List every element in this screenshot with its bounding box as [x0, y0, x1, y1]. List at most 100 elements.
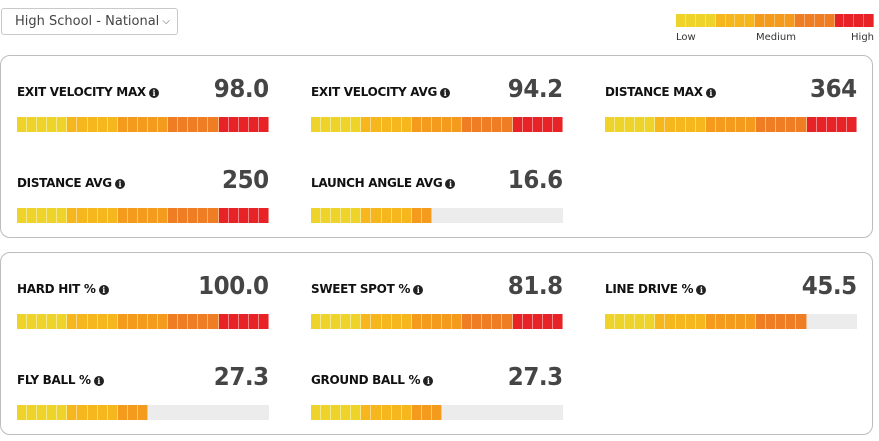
bar-segment [816, 117, 827, 132]
bar-segment [321, 208, 332, 223]
bar-segment [107, 314, 118, 329]
bar-segment [77, 208, 88, 223]
bar-segment [746, 314, 757, 329]
legend-segment [705, 14, 716, 27]
info-icon[interactable]: i [98, 285, 109, 295]
bar-segment [776, 117, 787, 132]
bar-segment [391, 314, 402, 329]
bar-segment [846, 117, 857, 132]
bar-segment [158, 314, 169, 329]
bar-segment [502, 117, 513, 132]
info-icon[interactable]: i [413, 285, 424, 295]
level-filter-select[interactable]: High School - National ⌵ [1, 8, 178, 35]
bar-segment [492, 117, 503, 132]
bar-segment [57, 314, 68, 329]
metric-bar-fill [17, 405, 269, 420]
legend-medium-label: Medium [756, 32, 796, 43]
bar-segment [796, 314, 807, 329]
bar-segment [17, 117, 28, 132]
bar-segment [411, 117, 422, 132]
metric-value: 16.6 [508, 165, 563, 194]
bar-segment [67, 117, 78, 132]
bar-segment [87, 117, 98, 132]
legend-segment [844, 14, 855, 27]
metric-label: EXIT VELOCITY MAX [17, 85, 146, 99]
metric-value: 94.2 [508, 74, 563, 103]
bar-segment [127, 208, 138, 223]
bar-segment [117, 314, 128, 329]
bar-segment [311, 208, 322, 223]
batted-ball-panel: EXIT VELOCITY MAX i 98.0 EXIT VELOCITY AV… [0, 55, 873, 238]
legend-segment [685, 14, 696, 27]
legend-segment [854, 14, 865, 27]
bar-segment [502, 314, 513, 329]
metric-exit-velocity-avg: EXIT VELOCITY AVG i 94.2 [311, 56, 563, 132]
bar-segment [655, 117, 666, 132]
legend-segment [695, 14, 706, 27]
bar-segment [148, 208, 159, 223]
bar-segment [148, 117, 159, 132]
info-icon[interactable]: i [114, 179, 125, 189]
bar-segment [381, 117, 392, 132]
bar-segment [361, 208, 372, 223]
info-icon[interactable]: i [423, 376, 434, 386]
bar-segment [411, 208, 422, 223]
legend-segment [775, 14, 785, 27]
bar-segment [756, 117, 767, 132]
legend-segment [814, 14, 825, 27]
legend-segment [824, 14, 835, 27]
metric-bar [17, 208, 269, 223]
bar-segment [361, 405, 372, 420]
metric-bar-fill [311, 314, 563, 329]
bar-segment [27, 208, 38, 223]
metric-label: SWEET SPOT % [311, 282, 411, 296]
color-scale-legend: Low Medium High [676, 14, 875, 46]
bar-segment [341, 117, 352, 132]
bar-segment [431, 117, 443, 132]
bar-segment [371, 314, 382, 329]
bar-segment [208, 314, 219, 329]
bar-segment [715, 117, 726, 132]
bar-segment [17, 405, 28, 420]
bar-segment [341, 314, 352, 329]
bar-segment [331, 405, 342, 420]
bar-segment [381, 405, 392, 420]
metric-fly-ball-pct: FLY BALL % i 27.3 [17, 344, 269, 420]
metric-label: FLY BALL % [17, 373, 91, 387]
bar-segment [341, 208, 352, 223]
bar-segment [127, 314, 138, 329]
legend-segment [765, 14, 776, 27]
bar-segment [97, 405, 108, 420]
metric-label: LAUNCH ANGLE AVG [311, 176, 443, 190]
info-icon[interactable]: i [440, 88, 451, 98]
bar-segment [685, 314, 696, 329]
info-icon[interactable]: i [705, 88, 716, 98]
bar-segment [168, 208, 179, 223]
bar-segment [57, 117, 68, 132]
bar-segment [462, 314, 473, 329]
bar-segment [462, 117, 473, 132]
bar-segment [311, 405, 322, 420]
metric-bar [605, 117, 857, 132]
info-icon[interactable]: i [445, 179, 456, 189]
bar-segment [37, 117, 48, 132]
bar-segment [137, 314, 149, 329]
legend-segment [676, 14, 686, 27]
info-icon[interactable]: i [148, 88, 159, 98]
bar-segment [168, 117, 179, 132]
bar-segment [391, 117, 402, 132]
info-icon[interactable]: i [93, 376, 104, 386]
bar-segment [228, 314, 239, 329]
bar-segment [341, 405, 352, 420]
metric-bar-fill [17, 208, 269, 223]
legend-segment [834, 14, 845, 27]
bar-segment [705, 314, 716, 329]
info-icon[interactable]: i [696, 285, 707, 295]
bar-segment [87, 405, 98, 420]
bar-segment [492, 314, 503, 329]
bar-segment [331, 208, 342, 223]
bar-segment [351, 117, 362, 132]
bar-segment [127, 117, 138, 132]
bar-segment [685, 117, 696, 132]
metric-bar-fill [311, 405, 563, 420]
